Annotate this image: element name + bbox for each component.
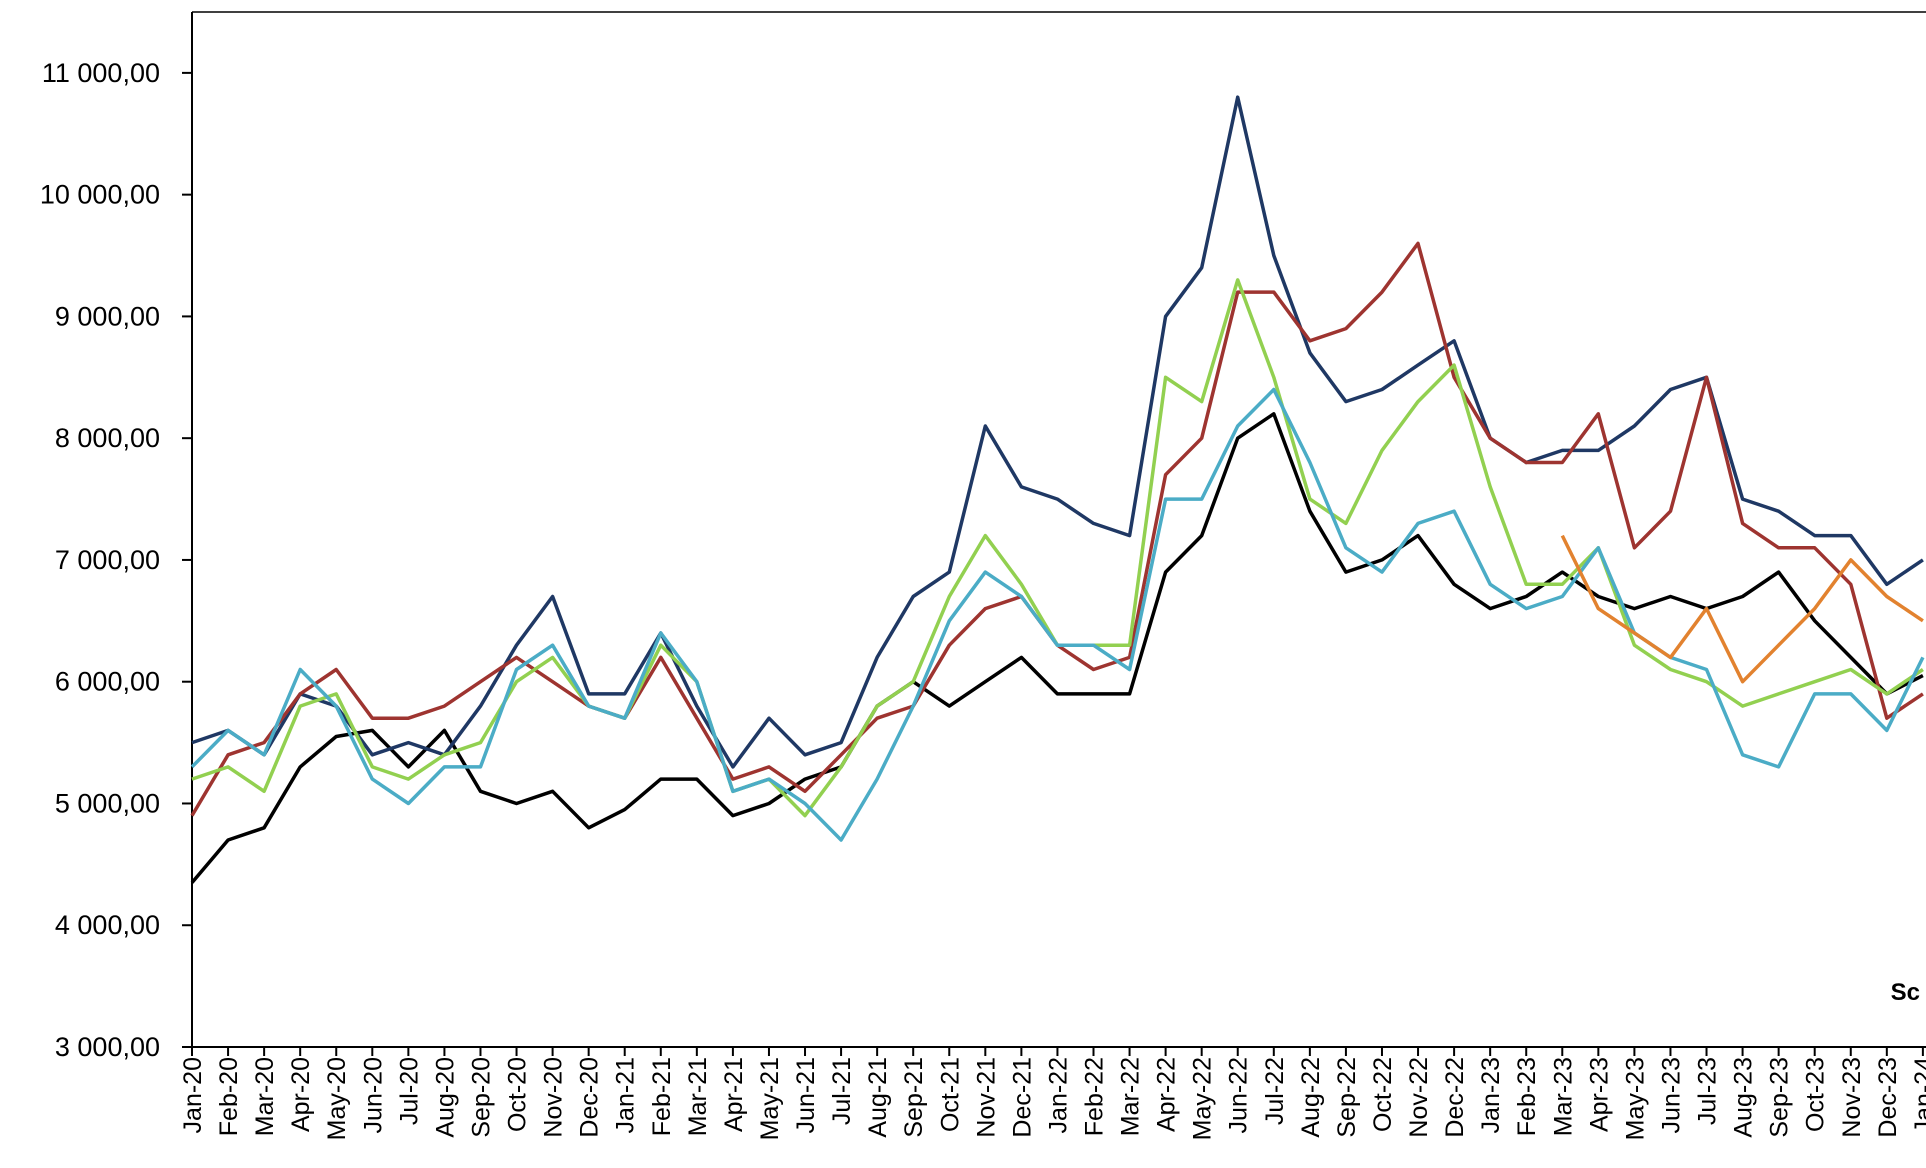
x-tick-label: Jul-22 xyxy=(1261,1057,1289,1125)
x-tick-label: Jan-23 xyxy=(1477,1057,1505,1133)
x-tick-label: Jun-21 xyxy=(792,1057,820,1133)
x-tick-label: Oct-22 xyxy=(1369,1057,1397,1132)
x-tick-label: Feb-23 xyxy=(1513,1057,1541,1136)
x-tick-label: Sep-20 xyxy=(467,1057,495,1138)
x-tick-label: Dec-21 xyxy=(1008,1057,1036,1138)
x-tick-label: Jun-20 xyxy=(359,1057,387,1133)
x-tick-label: Dec-20 xyxy=(576,1057,604,1138)
series-line xyxy=(190,241,1924,817)
source-note: Sc xyxy=(1891,979,1920,1006)
y-tick-label: 9 000,00 xyxy=(55,301,160,331)
y-tick-label: 7 000,00 xyxy=(55,545,160,575)
y-tick-label: 5 000,00 xyxy=(55,788,160,818)
series-line xyxy=(190,387,1925,842)
series-line xyxy=(190,412,1924,884)
x-tick-label: Nov-20 xyxy=(540,1057,568,1138)
x-tick-label: Apr-21 xyxy=(720,1057,748,1132)
x-tick-label: May-23 xyxy=(1621,1057,1649,1140)
x-tick-label: Feb-20 xyxy=(215,1057,243,1136)
x-tick-label: Dec-22 xyxy=(1441,1057,1469,1138)
x-tick-label: Feb-22 xyxy=(1081,1057,1109,1136)
x-tick-label: Jan-24 xyxy=(1910,1057,1926,1134)
y-tick-label: 8 000,00 xyxy=(55,423,160,453)
x-tick-label: Sep-21 xyxy=(900,1057,928,1138)
series-line xyxy=(191,95,1924,769)
x-tick-label: Mar-20 xyxy=(251,1057,279,1136)
x-tick-label: Apr-22 xyxy=(1153,1057,1181,1132)
x-tick-label: Nov-23 xyxy=(1838,1057,1866,1138)
x-tick-label: Dec-23 xyxy=(1874,1057,1902,1138)
x-tick-label: Mar-23 xyxy=(1549,1057,1577,1136)
x-tick-label: Jan-22 xyxy=(1044,1057,1072,1133)
x-tick-label: Jul-20 xyxy=(395,1057,423,1125)
x-tick-label: Mar-22 xyxy=(1117,1057,1145,1136)
x-tick-label: Jul-21 xyxy=(828,1057,856,1125)
x-tick-label: Aug-20 xyxy=(431,1057,459,1138)
x-tick-label: Nov-21 xyxy=(972,1057,1000,1138)
x-tick-label: May-20 xyxy=(323,1057,351,1140)
x-tick-label: Nov-22 xyxy=(1405,1057,1433,1138)
series-line xyxy=(191,278,1924,818)
x-tick-label: Apr-23 xyxy=(1585,1057,1613,1132)
x-tick-label: Aug-23 xyxy=(1730,1057,1758,1138)
x-tick-label: May-22 xyxy=(1189,1057,1217,1140)
x-tick-label: Aug-22 xyxy=(1297,1057,1325,1138)
x-tick-label: Jan-20 xyxy=(179,1057,207,1133)
x-tick-label: May-21 xyxy=(756,1057,784,1140)
x-tick-label: Jan-21 xyxy=(612,1057,640,1133)
y-tick-label: 3 000,00 xyxy=(55,1032,160,1062)
x-tick-label: Jun-23 xyxy=(1657,1057,1685,1133)
x-tick-label: Aug-21 xyxy=(864,1057,892,1138)
y-tick-label: 6 000,00 xyxy=(55,667,160,697)
x-tick-label: Oct-21 xyxy=(936,1057,964,1132)
y-tick-label: 4 000,00 xyxy=(55,910,160,940)
x-tick-label: Feb-21 xyxy=(648,1057,676,1136)
x-tick-label: Sep-23 xyxy=(1766,1057,1794,1138)
x-tick-label: Jul-23 xyxy=(1694,1057,1722,1125)
x-tick-label: Jun-22 xyxy=(1225,1057,1253,1133)
x-tick-label: Mar-21 xyxy=(684,1057,712,1136)
y-tick-label: 11 000,00 xyxy=(42,58,160,88)
y-tick-label: 10 000,00 xyxy=(40,180,160,210)
x-tick-label: Sep-22 xyxy=(1333,1057,1361,1138)
x-tick-label: Oct-23 xyxy=(1802,1057,1830,1132)
series-line xyxy=(1560,534,1924,684)
x-tick-label: Apr-20 xyxy=(287,1057,315,1132)
x-tick-label: Oct-20 xyxy=(504,1057,532,1132)
